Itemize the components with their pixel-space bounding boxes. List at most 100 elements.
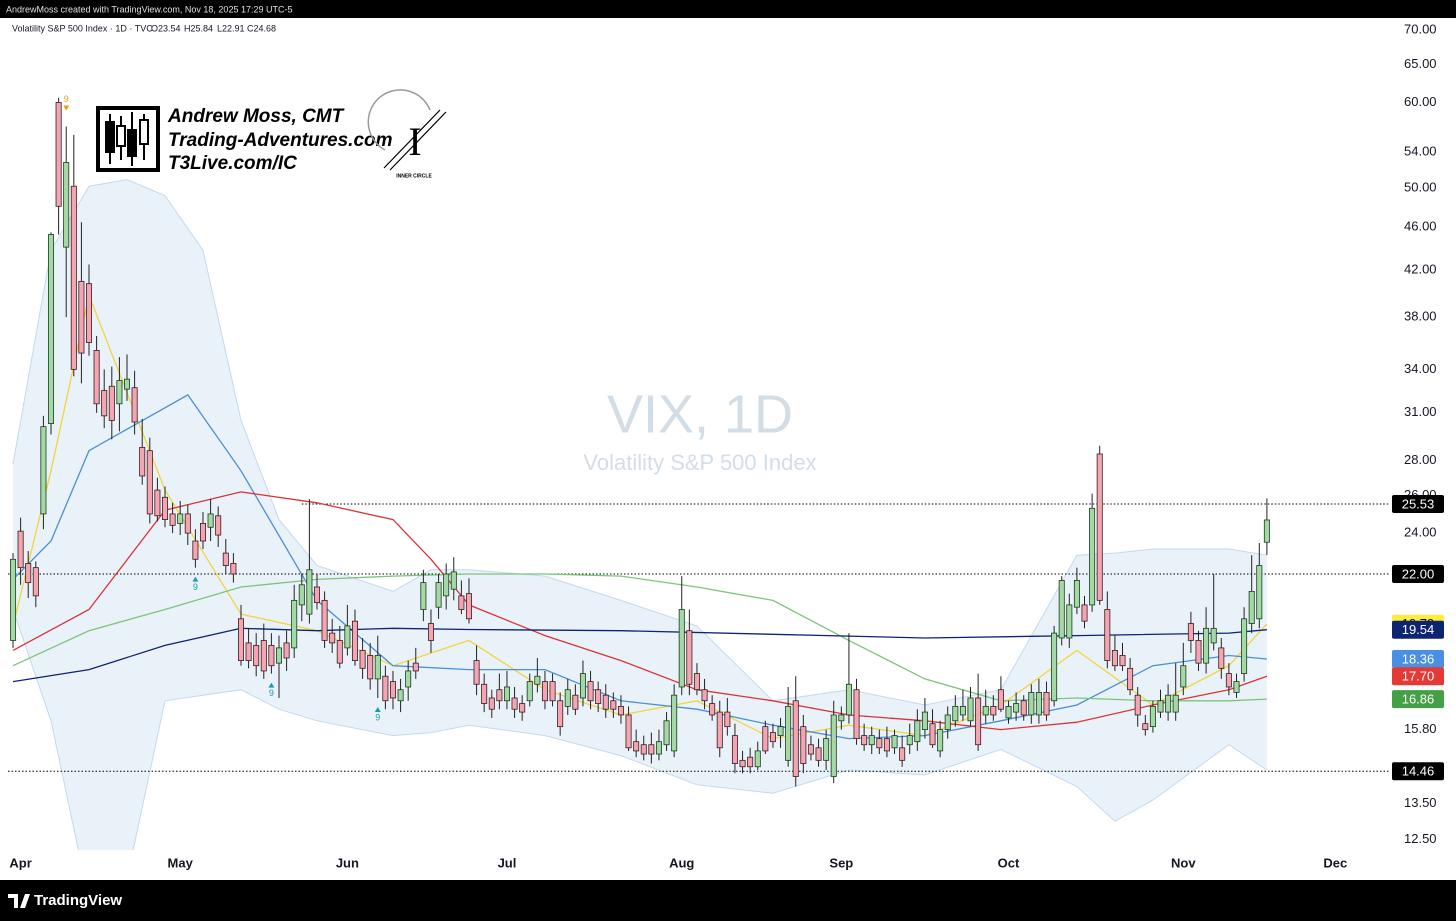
candle-body (1043, 692, 1050, 716)
candle-body (70, 185, 77, 370)
candle-body (868, 735, 875, 746)
candle-body (1256, 565, 1263, 620)
band-upper (12, 179, 1267, 706)
candle-body (724, 711, 731, 728)
candle-body (25, 563, 32, 584)
candle-body (146, 450, 153, 515)
x-tick-label: Dec (1323, 855, 1347, 870)
candle-body (997, 689, 1004, 710)
candle-body (709, 703, 716, 716)
price-label-box (1392, 762, 1444, 781)
candle-body (336, 640, 343, 664)
price-label-box (1392, 650, 1444, 669)
x-tick-label: Sep (829, 855, 853, 870)
y-tick-label: 70.00 (1404, 21, 1437, 36)
candle-body (785, 705, 792, 761)
candle-body (199, 523, 206, 542)
price-label-box (1392, 495, 1444, 514)
candle-body (473, 660, 480, 685)
candle-body (93, 350, 100, 405)
candle-body (359, 649, 366, 669)
price-label-box (1392, 620, 1444, 639)
candle-body (1073, 580, 1080, 608)
candle-body (291, 599, 298, 649)
candle-body (108, 385, 115, 421)
candle-body (1013, 703, 1020, 713)
candle-body (906, 735, 913, 746)
footer-text: TradingView (34, 892, 122, 909)
candle-body (450, 571, 457, 590)
candle-body (549, 681, 556, 702)
candle-body (693, 673, 700, 691)
legend-symbol: Volatility S&P 500 Index · 1D · TVC (12, 23, 153, 33)
candle-body (397, 689, 404, 702)
candle-body (192, 540, 199, 560)
candle-body (1134, 694, 1141, 716)
footer-logo: TradingView (8, 892, 122, 909)
candle-body (465, 593, 472, 620)
y-tick-label: 54.00 (1404, 143, 1437, 158)
candle-body (344, 625, 351, 649)
td-count: 9 (375, 712, 380, 722)
candle-body (701, 689, 708, 702)
candle-body (1180, 665, 1187, 688)
candle-body (975, 697, 982, 746)
candle-body (154, 489, 161, 517)
candle-body (268, 644, 275, 667)
candle-body (237, 618, 244, 661)
candle-body (283, 642, 290, 659)
candle-body (1263, 519, 1270, 543)
candle-body (458, 595, 465, 610)
candle-body (1157, 700, 1164, 713)
candle-body (207, 513, 214, 528)
candle-body (853, 689, 860, 740)
plot-area (8, 97, 1390, 850)
candle-body (595, 689, 602, 704)
candle-body (63, 162, 70, 248)
candle-body (260, 640, 267, 672)
candle-body (1248, 591, 1255, 624)
candle-body (534, 675, 541, 685)
candle-body (101, 390, 108, 417)
candle-body (1028, 692, 1035, 716)
moving-average (12, 627, 1267, 683)
candle-body (815, 747, 822, 761)
y-tick-label: 15.80 (1404, 721, 1437, 736)
candle-body (952, 705, 959, 722)
candle-body (382, 675, 389, 702)
candle-body (48, 234, 55, 424)
candle-body (1127, 667, 1134, 691)
td-count: 9 (269, 688, 274, 698)
candle-body (648, 744, 655, 755)
watermark-title: VIX, 1D (607, 384, 793, 444)
candle-body (876, 738, 883, 749)
candle-body (944, 714, 951, 731)
candle-body (579, 673, 586, 699)
candle-body (329, 632, 336, 644)
candle-body (351, 620, 358, 661)
footer-icon (8, 894, 30, 908)
candle-body (967, 697, 974, 722)
y-tick-label: 12.50 (1404, 831, 1437, 846)
candle-body (86, 283, 93, 343)
td-arrow (63, 105, 70, 111)
y-tick-label: 42.00 (1404, 261, 1437, 276)
price-label-box (1392, 667, 1444, 686)
candle-body (116, 380, 123, 405)
candle-body (1058, 580, 1065, 639)
candle-body (990, 705, 997, 716)
x-tick-label: Oct (998, 855, 1020, 870)
y-tick-label: 38.00 (1404, 309, 1437, 324)
moving-average (12, 573, 1267, 702)
candle-body (1051, 632, 1058, 702)
x-tick-label: Jul (498, 855, 517, 870)
candle-body (443, 573, 450, 597)
candle-body (435, 582, 442, 608)
footer-bar (0, 880, 1456, 921)
candle-body (1149, 705, 1156, 728)
candle-body (602, 694, 609, 710)
candle-body (162, 496, 169, 520)
candle-body (572, 694, 579, 710)
candle-body (124, 378, 131, 390)
x-tick-label: Aug (669, 855, 694, 870)
